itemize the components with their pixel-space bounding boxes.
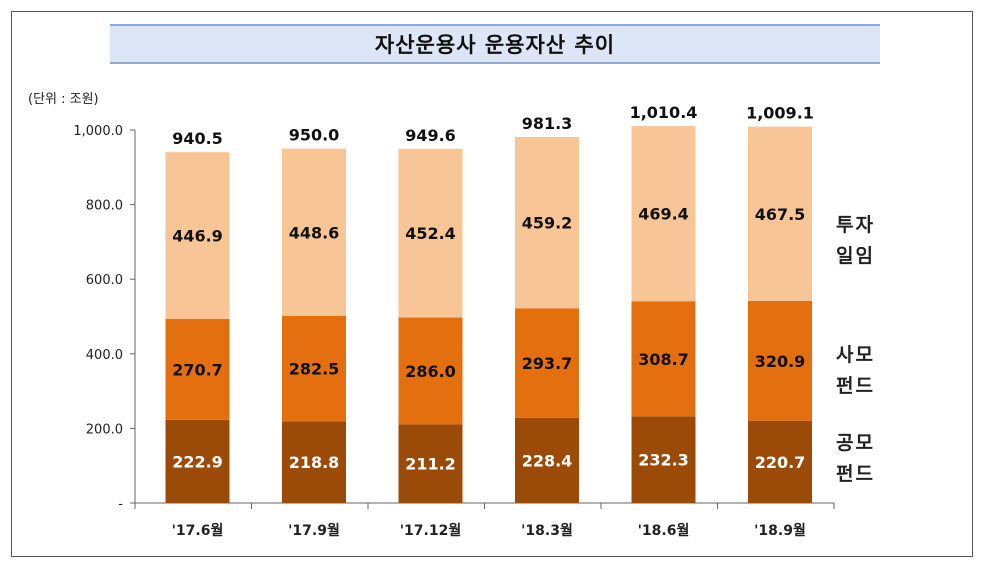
total-label: 940.5 [172,129,223,148]
data-label: 452.4 [405,224,456,243]
data-label: 459.2 [522,214,573,233]
data-label: 467.5 [755,205,806,224]
data-label: 448.6 [289,223,340,242]
y-tick-label: 200.0 [86,422,123,437]
bar-segment [398,317,463,425]
data-label: 232.3 [638,451,689,470]
data-label: 320.9 [755,352,806,371]
bar-segment [748,126,812,301]
y-tick-label: 400.0 [86,348,123,363]
bar-segment [282,148,346,317]
x-tick-label: '17.6월 [172,522,224,539]
x-tick-label: '17.12월 [400,522,461,539]
x-tick-label: '18.6월 [638,522,690,539]
data-label: 211.2 [405,455,456,474]
bar-segment [631,416,696,503]
bar-segment [398,148,463,318]
data-label: 293.7 [522,354,573,373]
total-label: 1,010.4 [630,103,698,122]
bar-segment [515,136,579,309]
x-tick-label: '18.9월 [754,522,806,539]
bar-segment [398,424,463,503]
total-label: 949.6 [405,126,456,145]
data-label: 308.7 [638,350,689,369]
data-label: 469.4 [638,205,689,224]
y-tick-label: 1,000.0 [73,124,123,139]
bar-segment [282,421,346,503]
total-label: 981.3 [522,114,573,133]
y-tick-label: - [118,497,123,512]
legend-label-invest: 투자 일임 [836,210,896,272]
bar-segment [165,152,230,319]
legend-label-public: 공모 펀드 [836,428,896,490]
legend-label-private: 사모 펀드 [836,340,896,402]
legend-private-line2: 펀드 [836,375,875,397]
data-label: 228.4 [522,451,573,470]
data-label: 286.0 [405,362,456,381]
data-label: 446.9 [172,227,223,246]
bar-segment [631,126,696,302]
legend-invest-line1: 투자 [836,214,875,236]
legend-invest-line2: 일임 [836,245,875,267]
y-tick-label: 800.0 [86,199,123,214]
unit-label: (단위 : 조원) [28,92,99,107]
bar-segment [748,420,812,503]
chart-title: 자산운용사 운용자산 추이 [110,24,880,64]
x-tick-label: '17.9월 [288,522,340,539]
legend-public-line2: 펀드 [836,463,875,485]
data-label: 218.8 [289,453,340,472]
legend-public-line1: 공모 [836,432,875,454]
bar-segment [165,419,230,503]
total-label: 1,009.1 [746,104,814,123]
bar-segment [748,300,812,421]
x-tick-label: '18.3월 [521,522,573,539]
total-label: 950.0 [289,126,340,145]
data-label: 222.9 [172,452,223,471]
bar-segment [282,316,346,422]
data-label: 270.7 [172,360,223,379]
data-label: 282.5 [289,360,340,379]
bar-segment [515,417,579,503]
bar-segment [515,308,579,418]
bar-segment [165,318,230,420]
legend-private-line1: 사모 [836,344,875,366]
bar-segment [631,301,696,417]
y-tick-label: 600.0 [86,273,123,288]
data-label: 220.7 [755,453,806,472]
